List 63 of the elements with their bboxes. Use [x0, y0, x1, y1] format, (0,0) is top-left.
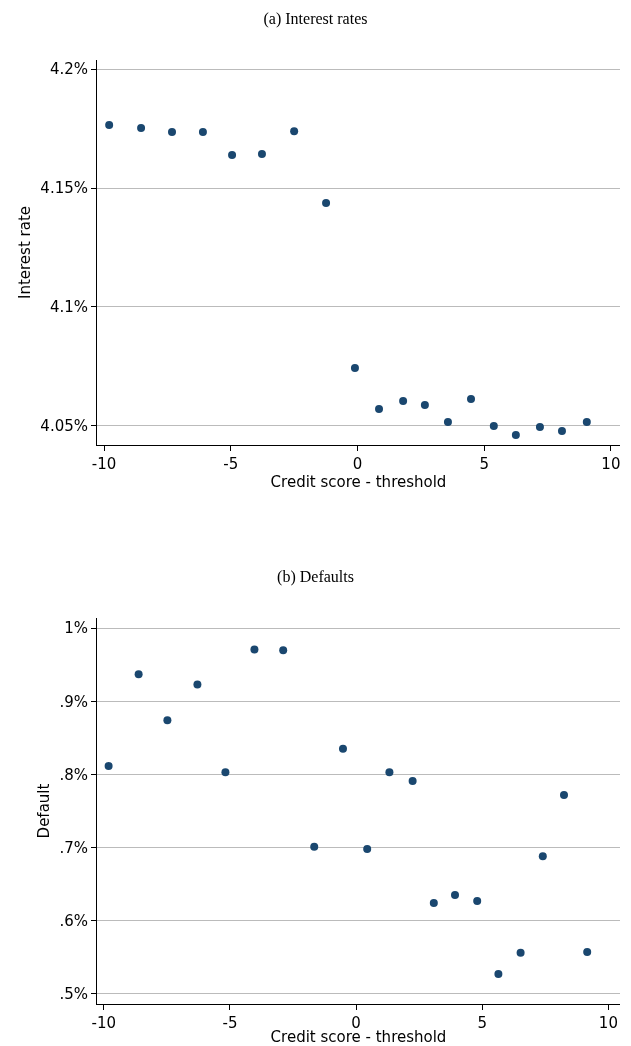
point — [134, 670, 143, 679]
x-tick-label: 10 — [598, 1014, 618, 1032]
point — [193, 680, 202, 689]
chart-title: (b) Defaults — [277, 567, 354, 586]
point — [582, 417, 591, 426]
point — [105, 120, 114, 129]
x-tick-label: -5 — [222, 1014, 238, 1032]
y-axis-title: Default — [34, 783, 53, 839]
y-tick-label: .9% — [59, 692, 88, 711]
point — [257, 149, 266, 158]
point — [429, 899, 438, 908]
point — [516, 948, 525, 957]
point — [494, 970, 503, 979]
point — [290, 127, 299, 136]
point — [338, 744, 347, 753]
point — [583, 948, 592, 957]
point — [363, 845, 372, 854]
x-tick-label: 0 — [352, 455, 363, 473]
point — [350, 363, 359, 372]
y-tick-label: 1% — [64, 619, 88, 638]
point — [399, 396, 408, 405]
x-tick-label: 5 — [477, 1014, 488, 1032]
point — [489, 421, 498, 430]
point — [420, 401, 429, 410]
point — [559, 790, 568, 799]
x-tick-label: 10 — [601, 455, 621, 473]
point — [408, 777, 417, 786]
y-tick-label: .5% — [59, 985, 88, 1004]
point — [375, 405, 384, 414]
y-axis-title: Interest rate — [15, 205, 34, 300]
point — [163, 716, 172, 725]
point — [473, 896, 482, 905]
y-tick-label: 4.05% — [40, 417, 88, 436]
point — [198, 128, 207, 137]
point — [104, 762, 113, 771]
y-tick-label: .8% — [59, 765, 88, 784]
x-tick-label: -10 — [91, 1014, 117, 1032]
y-tick-label: .6% — [59, 911, 88, 930]
point — [279, 646, 288, 655]
point — [228, 150, 237, 159]
point — [443, 417, 452, 426]
x-axis-title: Credit score - threshold — [270, 473, 447, 491]
y-tick-label: 4.15% — [40, 179, 88, 198]
y-tick-label: 4.2% — [49, 60, 88, 79]
x-tick-label: -5 — [223, 455, 239, 473]
x-tick-label: 5 — [479, 455, 489, 473]
point — [322, 199, 331, 208]
y-tick-label: 4.1% — [49, 298, 88, 317]
point — [535, 422, 544, 431]
point — [511, 431, 520, 440]
x-tick-label: -10 — [91, 455, 117, 473]
point — [137, 124, 146, 133]
point — [557, 426, 566, 435]
point — [385, 768, 394, 777]
chart-title: (a) Interest rates — [263, 9, 368, 28]
point — [467, 395, 476, 404]
point — [250, 645, 259, 654]
point — [221, 768, 230, 777]
point — [168, 128, 176, 137]
point — [310, 842, 319, 851]
y-tick-label: .7% — [59, 838, 88, 857]
point — [451, 891, 459, 900]
point — [538, 852, 547, 861]
